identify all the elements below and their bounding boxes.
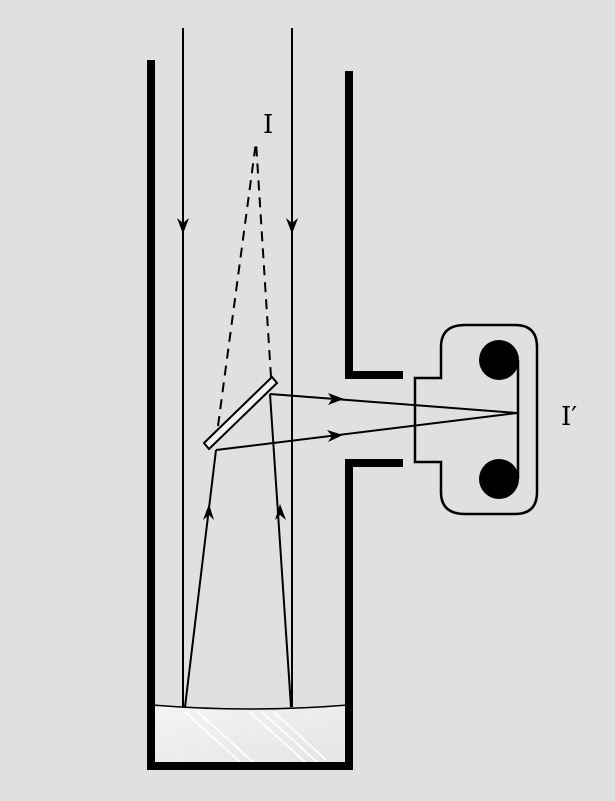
image-label: I xyxy=(263,110,274,140)
glass-highlight xyxy=(184,711,327,763)
reflected-ray-arrows xyxy=(203,504,286,520)
diverted-rays xyxy=(215,393,518,451)
arrow-up-left xyxy=(203,504,214,520)
primary-mirror xyxy=(151,704,349,766)
diagonal-mirror xyxy=(202,375,279,451)
reflected-rays xyxy=(184,393,292,708)
upper-film-spool xyxy=(479,340,519,380)
lower-film-spool xyxy=(479,459,519,499)
diverted-ray-upper xyxy=(269,393,518,414)
incoming-rays xyxy=(182,28,293,707)
incoming-ray-arrows xyxy=(177,218,298,234)
diverted-ray-lower xyxy=(215,412,518,451)
diverted-ray-arrows xyxy=(327,393,344,442)
virtual-ray-left xyxy=(217,141,257,427)
arrow-up-right xyxy=(275,504,286,520)
virtual-rays xyxy=(217,141,272,427)
virtual-ray-right xyxy=(255,141,272,378)
image-prime-label: I′ xyxy=(561,402,578,432)
arrow-down-left xyxy=(177,218,189,234)
arrow-right-upper xyxy=(328,393,344,405)
reflected-ray-right xyxy=(269,393,292,708)
arrow-down-right xyxy=(286,218,298,234)
telescope-tube xyxy=(147,60,403,770)
eyepiece-housing xyxy=(413,323,539,516)
reflected-ray-left xyxy=(184,449,217,708)
arrow-right-lower xyxy=(327,430,343,442)
